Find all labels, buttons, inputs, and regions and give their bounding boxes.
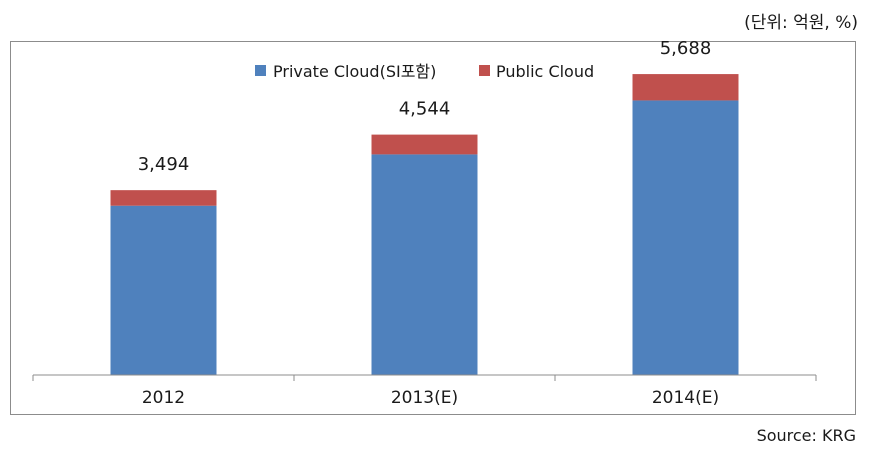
bar-public-2013(E) <box>371 134 478 155</box>
bar-private-2012 <box>110 205 217 375</box>
bar-private-2014(E) <box>632 100 739 376</box>
x-tick-label-2014(E): 2014(E) <box>652 388 719 408</box>
unit-label: (단위: 억원, %) <box>744 13 858 33</box>
legend-swatch-private <box>255 65 266 76</box>
bar-public-2014(E) <box>632 74 739 101</box>
bar-public-2012 <box>110 190 217 206</box>
legend-label-private: Private Cloud(SI포함) <box>273 62 436 81</box>
chart-frame <box>10 41 856 415</box>
x-axis: 2012 2013(E) 2014(E) <box>32 374 817 408</box>
total-label-2014(E): 5,688 <box>660 38 712 59</box>
source-label: Source: KRG <box>756 426 856 445</box>
bar-private-2013(E) <box>371 154 478 375</box>
total-label-2012: 3,494 <box>138 154 190 175</box>
bars <box>110 74 739 376</box>
legend-swatch-public <box>479 65 490 76</box>
total-label-2013(E): 4,544 <box>399 99 451 120</box>
legend: Private Cloud(SI포함) Public Cloud <box>255 62 594 81</box>
legend-label-public: Public Cloud <box>496 62 594 81</box>
x-tick-label-2013(E): 2013(E) <box>391 388 458 408</box>
x-tick-label-2012: 2012 <box>142 388 185 408</box>
value-labels: 3,494 4,544 5,688 <box>138 38 712 175</box>
